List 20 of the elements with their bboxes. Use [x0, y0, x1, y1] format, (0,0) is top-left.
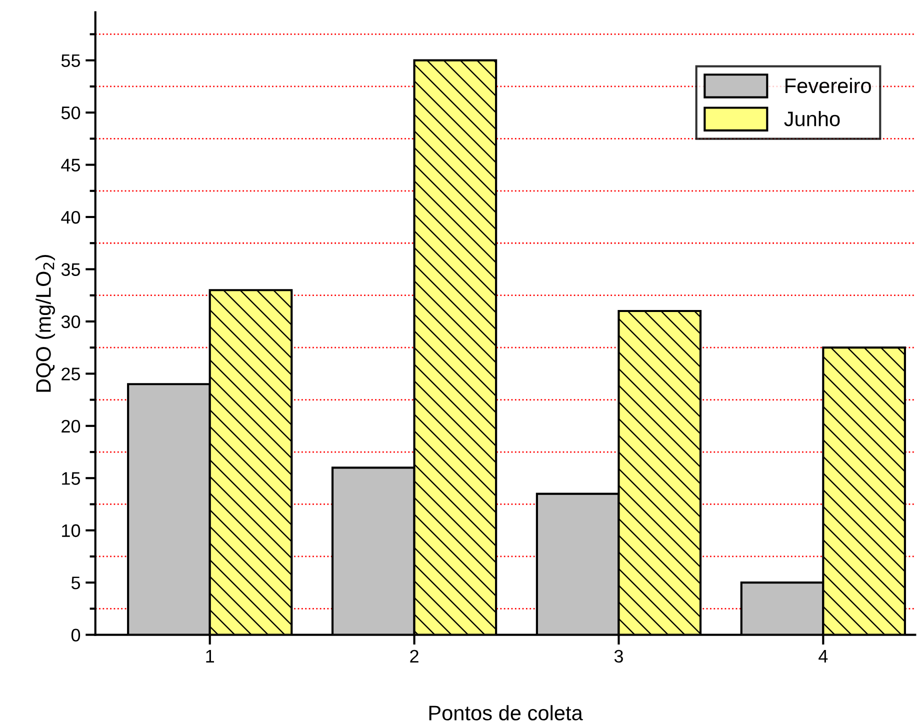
- x-tick-label: 4: [818, 650, 828, 662]
- x-tick-label: 1: [206, 650, 214, 662]
- y-tick-label: 15: [62, 472, 80, 485]
- y-tick-label: 20: [62, 420, 80, 433]
- y-tick-label: 30: [61, 315, 80, 328]
- y-tick-label: 40: [61, 210, 80, 224]
- y-axis-title: DQO (mg/LO$_{2}$): [36, 255, 55, 392]
- legend-label: Junho: [784, 110, 840, 126]
- legend-label: Fevereiro: [786, 78, 871, 94]
- y-tick-label: 50: [61, 106, 80, 120]
- y-tick-label: 25: [62, 368, 80, 380]
- y-tick-label: 10: [62, 524, 80, 538]
- x-tick-label: 3: [614, 650, 623, 663]
- y-tick-label: 5: [71, 576, 80, 590]
- x-tick-label: 2: [410, 650, 418, 662]
- x-axis-title: Pontos de coleta: [429, 705, 583, 720]
- y-tick-label: 45: [61, 158, 80, 172]
- y-tick-label: 0: [71, 628, 80, 642]
- y-tick-label: 35: [61, 263, 80, 276]
- y-tick-label: 55: [61, 54, 80, 68]
